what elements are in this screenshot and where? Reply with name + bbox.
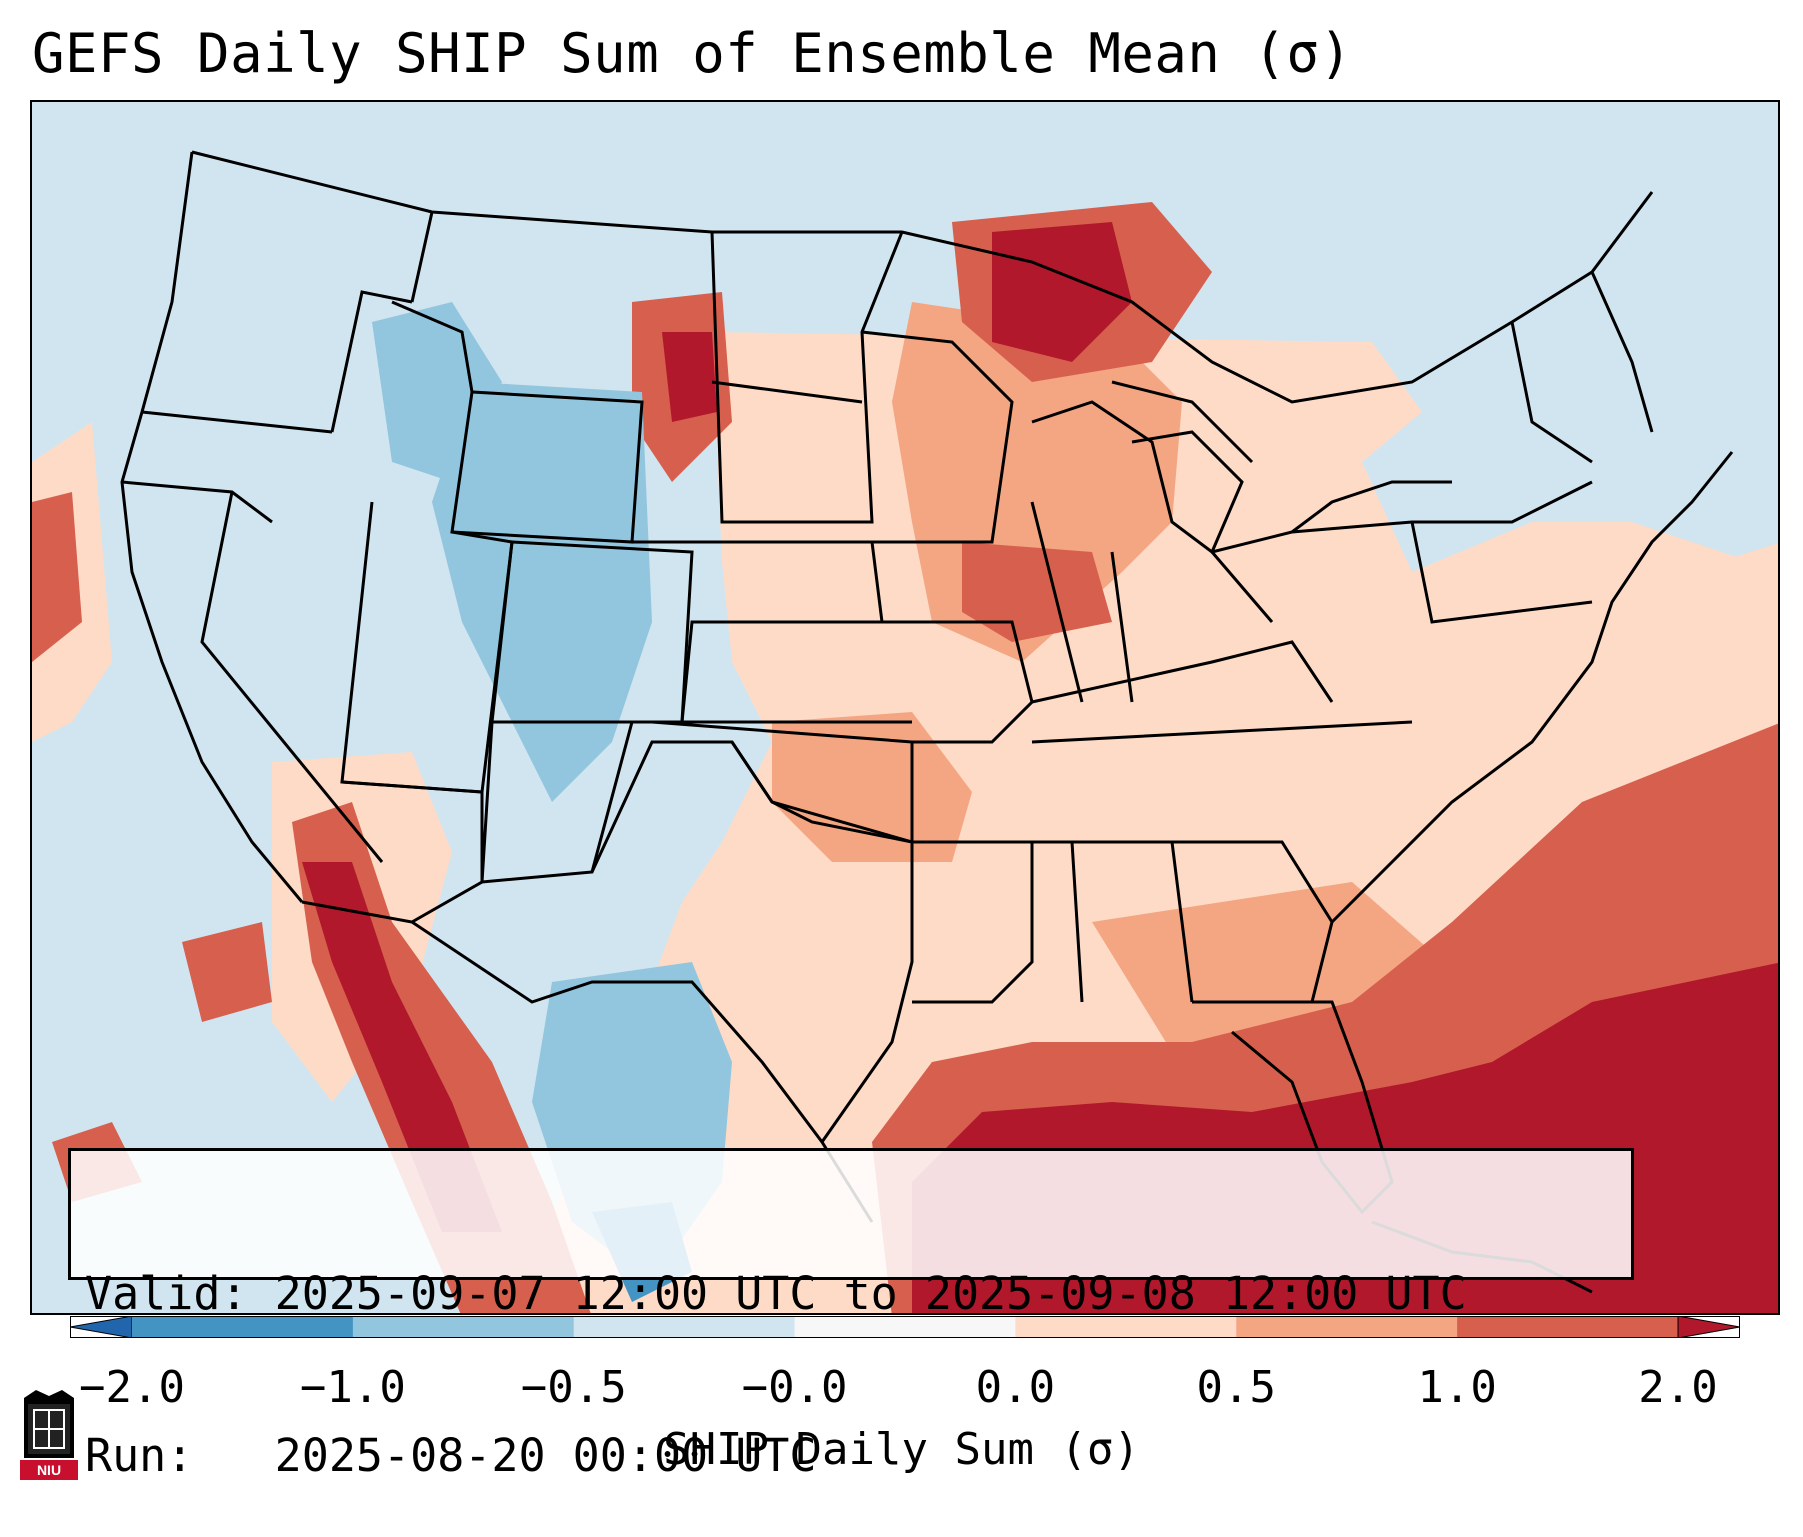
boundary-tn-ky bbox=[1031, 640, 1413, 744]
colorbar-segment bbox=[352, 1316, 575, 1338]
boundary-ny-pa bbox=[1291, 480, 1593, 624]
colorbar-tick-label: 1.0 bbox=[1417, 1362, 1497, 1413]
boundary-ar-la bbox=[912, 840, 1034, 1004]
niu-logo-text: NIU bbox=[36, 1462, 62, 1478]
field-region-darkred-baja bbox=[302, 862, 502, 1232]
boundary-tx bbox=[590, 740, 914, 1143]
field-region-darkred-gl bbox=[992, 222, 1132, 362]
colorbar-segment bbox=[573, 1316, 796, 1338]
boundary-canada bbox=[191, 150, 1654, 404]
field-region-red-iowa bbox=[962, 542, 1112, 642]
colorbar-label: SHIP Daily Sum (σ) bbox=[663, 1424, 1140, 1475]
boundary-mexico bbox=[301, 900, 874, 1223]
boundary-wy bbox=[450, 390, 644, 544]
boundary-east-coast bbox=[1330, 451, 1734, 924]
colorbar-segment bbox=[1236, 1316, 1458, 1338]
map-panel[interactable] bbox=[30, 100, 1780, 1315]
boundary-wa-or bbox=[141, 410, 333, 434]
colorbar-segments bbox=[70, 1316, 1740, 1338]
colorbar-tick-label: −0.0 bbox=[741, 1362, 848, 1413]
field-region-peach-east bbox=[1412, 543, 1778, 802]
boundary-oh-in-il bbox=[1030, 501, 1274, 703]
field-region-red-socal bbox=[182, 922, 272, 1022]
colorbar-extend-high bbox=[1677, 1316, 1740, 1338]
boundary-nm bbox=[480, 721, 634, 884]
chart-title: GEFS Daily SHIP Sum of Ensemble Mean (σ) bbox=[32, 22, 1353, 85]
colorbar-tick-label: 0.0 bbox=[975, 1362, 1056, 1413]
colorbar-segment bbox=[794, 1316, 1016, 1338]
boundary-ne-ks bbox=[632, 540, 912, 724]
map-svg bbox=[32, 102, 1778, 1313]
boundary-west-coast bbox=[120, 151, 304, 903]
field-region-blue-ww bbox=[372, 302, 502, 482]
valid-run-info-box: Valid: 2025-09-07 12:00 UTC to 2025-09-0… bbox=[68, 1148, 1634, 1482]
boundaries bbox=[120, 150, 1734, 1294]
boundary-ne-states bbox=[1510, 271, 1654, 464]
colorbar-tick-label: −0.5 bbox=[520, 1362, 627, 1413]
colorbar-segment bbox=[132, 1316, 354, 1338]
valid-time-text: Valid: 2025-09-07 12:00 UTC to 2025-09-0… bbox=[85, 1267, 1467, 1320]
colorbar bbox=[70, 1316, 1740, 1338]
colorbar-tick-label: −2.0 bbox=[79, 1362, 185, 1413]
colorbar-tick-label: 2.0 bbox=[1638, 1362, 1718, 1413]
colorbar-tick-label: −1.0 bbox=[299, 1362, 406, 1413]
field-region-red-pac bbox=[32, 492, 82, 662]
boundary-id bbox=[330, 290, 413, 433]
colorbar-segment bbox=[1457, 1316, 1679, 1338]
run-time-text: Run: 2025-08-20 00:00 UTC bbox=[85, 1429, 817, 1482]
colorbar-tick-label: 0.5 bbox=[1196, 1362, 1277, 1413]
boundary-mt bbox=[391, 211, 474, 393]
boundary-mi bbox=[1111, 380, 1254, 553]
field-region-darkred-np bbox=[662, 332, 717, 422]
colorbar-extend-low bbox=[70, 1316, 133, 1338]
niu-logo-icon bbox=[20, 1390, 78, 1480]
boundary-dakotas bbox=[710, 231, 904, 524]
boundary-nv bbox=[200, 491, 384, 863]
colorbar-segment bbox=[1015, 1316, 1237, 1338]
boundary-az bbox=[341, 780, 484, 924]
field-region-blue-rockies bbox=[432, 382, 652, 802]
